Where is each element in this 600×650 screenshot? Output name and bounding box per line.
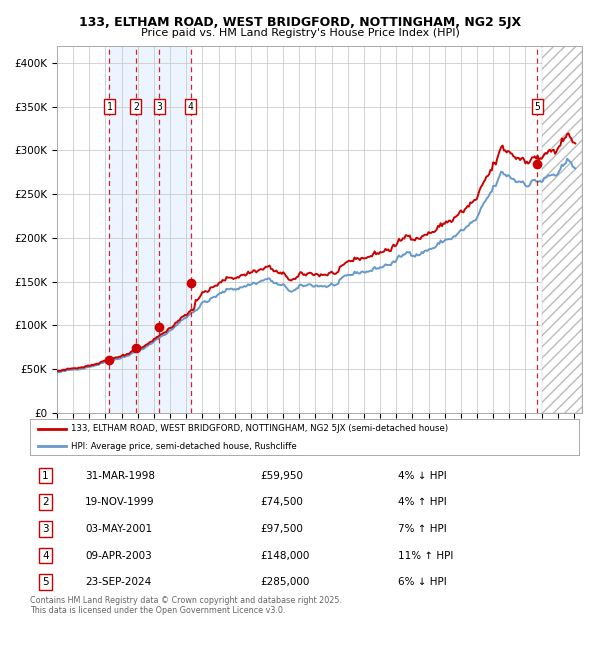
Text: 4: 4	[188, 101, 194, 112]
Text: 11% ↑ HPI: 11% ↑ HPI	[398, 551, 453, 560]
Text: 4: 4	[42, 551, 49, 560]
Text: 133, ELTHAM ROAD, WEST BRIDGFORD, NOTTINGHAM, NG2 5JX (semi-detached house): 133, ELTHAM ROAD, WEST BRIDGFORD, NOTTIN…	[71, 424, 448, 434]
Bar	[542, 46, 582, 413]
Text: 31-MAR-1998: 31-MAR-1998	[85, 471, 155, 480]
Text: 3: 3	[42, 524, 49, 534]
Text: £74,500: £74,500	[260, 497, 304, 507]
Text: 133, ELTHAM ROAD, WEST BRIDGFORD, NOTTINGHAM, NG2 5JX: 133, ELTHAM ROAD, WEST BRIDGFORD, NOTTIN…	[79, 16, 521, 29]
Text: 1: 1	[107, 101, 112, 112]
Text: 2: 2	[133, 101, 139, 112]
Text: 23-SEP-2024: 23-SEP-2024	[85, 577, 151, 587]
Text: 19-NOV-1999: 19-NOV-1999	[85, 497, 155, 507]
Text: 1: 1	[42, 471, 49, 480]
Text: 4% ↑ HPI: 4% ↑ HPI	[398, 497, 446, 507]
Text: 5: 5	[535, 101, 540, 112]
Text: Contains HM Land Registry data © Crown copyright and database right 2025.
This d: Contains HM Land Registry data © Crown c…	[30, 596, 342, 616]
Text: £148,000: £148,000	[260, 551, 310, 560]
Text: 5: 5	[42, 577, 49, 587]
Text: HPI: Average price, semi-detached house, Rushcliffe: HPI: Average price, semi-detached house,…	[71, 441, 297, 450]
Text: Price paid vs. HM Land Registry's House Price Index (HPI): Price paid vs. HM Land Registry's House …	[140, 28, 460, 38]
Text: £285,000: £285,000	[260, 577, 310, 587]
Text: 3: 3	[157, 101, 162, 112]
Text: 09-APR-2003: 09-APR-2003	[85, 551, 152, 560]
Text: 7% ↑ HPI: 7% ↑ HPI	[398, 524, 446, 534]
Text: 6% ↓ HPI: 6% ↓ HPI	[398, 577, 446, 587]
Bar	[109, 46, 191, 413]
Text: £97,500: £97,500	[260, 524, 304, 534]
Text: 4% ↓ HPI: 4% ↓ HPI	[398, 471, 446, 480]
Text: 2: 2	[42, 497, 49, 507]
Text: £59,950: £59,950	[260, 471, 304, 480]
Text: 03-MAY-2001: 03-MAY-2001	[85, 524, 152, 534]
